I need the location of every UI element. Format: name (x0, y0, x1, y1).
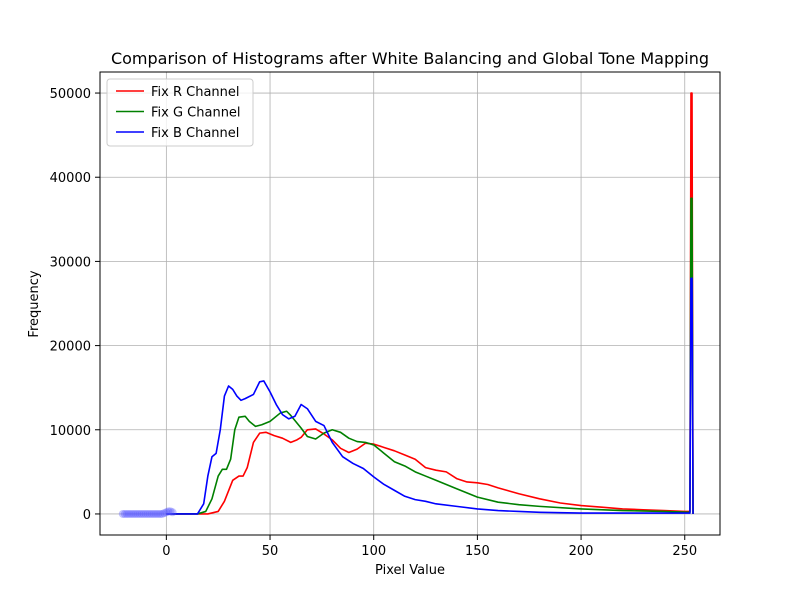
scatter-point (143, 509, 152, 518)
scatter-point (137, 509, 146, 518)
scatter-point (133, 509, 142, 518)
x-tick-label: 50 (262, 544, 279, 559)
scatter-point (160, 509, 169, 518)
scatter-point (139, 509, 148, 518)
x-tick-label: 250 (672, 544, 697, 559)
axis-ticks: 0 50 100 150 200 250 0 10000 20000 30000 40000 5000… (50, 87, 698, 559)
y-tick-label: 10000 (50, 424, 91, 439)
x-tick-label: 200 (569, 544, 594, 559)
scatter-point (154, 509, 163, 518)
plot-frame (99, 71, 721, 536)
scatter-point (122, 509, 131, 518)
scatter-point (141, 509, 150, 518)
y-axis-label: Frequency (27, 270, 42, 337)
scatter-point (131, 509, 140, 518)
scatter-point (127, 509, 136, 518)
chart-title: Comparison of Histograms after White Bal… (111, 49, 709, 68)
scatter-point (158, 509, 167, 518)
scatter-point (118, 509, 127, 518)
scatter-point (125, 509, 134, 518)
y-tick-label: 50000 (50, 87, 91, 102)
scatter-point (156, 509, 165, 518)
scatter-point (135, 509, 144, 518)
x-tick-label: 100 (361, 544, 386, 559)
y-tick-label: 40000 (50, 171, 91, 186)
legend-label: Fix R Channel (151, 85, 240, 100)
scatter-point (129, 509, 138, 518)
scatter-point (147, 509, 156, 518)
legend-label: Fix G Channel (151, 106, 241, 121)
series-line-fix-b-channel (166, 277, 694, 515)
scatter-point (164, 507, 173, 516)
series-lines (166, 92, 694, 515)
scatter-markers (118, 507, 177, 518)
series-line-fix-r-channel (166, 92, 694, 515)
scatter-point (168, 508, 177, 517)
x-tick-label: 150 (465, 544, 490, 559)
scatter-point (149, 509, 158, 518)
x-tick-label: 0 (162, 544, 170, 559)
scatter-point (120, 509, 129, 518)
legend: Fix R Channel Fix G Channel Fix B Channel (106, 78, 254, 147)
scatter-point (166, 507, 175, 516)
legend-label: Fix B Channel (151, 126, 239, 141)
legend-box (106, 78, 254, 147)
y-tick-label: 20000 (50, 340, 91, 355)
scatter-point (162, 508, 171, 517)
scatter-point (151, 509, 160, 518)
scatter-point (145, 509, 154, 518)
series-line-fix-g-channel (166, 197, 694, 515)
x-axis-label: Pixel Value (375, 563, 445, 578)
y-tick-label: 30000 (50, 255, 91, 270)
y-tick-label: 0 (83, 508, 91, 523)
